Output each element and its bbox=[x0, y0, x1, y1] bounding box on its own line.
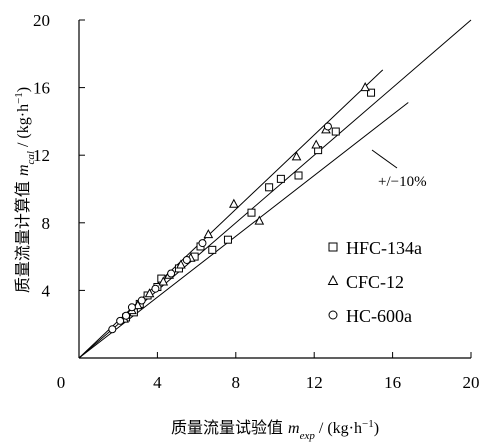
legend-label: HFC-134a bbox=[346, 238, 422, 258]
data-point-circle bbox=[127, 303, 136, 312]
tolerance-annotation: +/−10% bbox=[378, 174, 427, 190]
y-tick-label: 4 bbox=[42, 281, 51, 300]
x-axis-unit-exponent: −1 bbox=[362, 418, 374, 430]
y-axis-title-text: 质量流量计算值 bbox=[13, 176, 32, 293]
y-axis-title: 质量流量计算值 mcal / (kg·h−1) bbox=[13, 87, 37, 293]
data-point-square bbox=[247, 208, 256, 217]
legend-marker-triangle bbox=[327, 274, 339, 285]
x-tick-label: 4 bbox=[153, 373, 162, 392]
y-axis-ticks: 4 8 12 16 20 bbox=[33, 11, 85, 300]
data-point-square bbox=[208, 245, 217, 254]
data-point-circle bbox=[323, 122, 332, 131]
x-tick-label: 16 bbox=[384, 373, 401, 392]
annotation-leader-line bbox=[371, 149, 398, 169]
data-point-square bbox=[331, 127, 340, 136]
x-axis-variable-subscript: exp bbox=[300, 430, 316, 442]
y-tick-label: 12 bbox=[33, 146, 50, 165]
y-tick-label: 16 bbox=[33, 79, 50, 98]
data-point-triangle bbox=[176, 259, 186, 269]
data-point-triangle bbox=[229, 198, 239, 208]
data-point-square bbox=[276, 174, 285, 183]
data-point-triangle bbox=[360, 82, 370, 92]
legend-marker-square bbox=[328, 242, 338, 252]
y-axis-unit-close: ) bbox=[15, 87, 32, 92]
x-axis-unit-close: ) bbox=[374, 420, 379, 437]
legend-label: CFC-12 bbox=[346, 272, 404, 292]
data-point-triangle bbox=[311, 139, 321, 149]
y-tick-label: 8 bbox=[42, 214, 51, 233]
data-point-square bbox=[367, 88, 376, 97]
data-points bbox=[108, 82, 376, 334]
data-point-square bbox=[294, 171, 303, 180]
y-axis-variable: m bbox=[15, 164, 32, 176]
y-tick-label: 20 bbox=[33, 11, 50, 30]
data-point-circle bbox=[116, 316, 125, 325]
y-axis-variable-subscript: cal bbox=[25, 151, 37, 164]
x-tick-label: 20 bbox=[463, 373, 480, 392]
x-axis-title: 质量流量试验值 mexp / (kg·h−1) bbox=[171, 418, 379, 442]
x-tick-label: 0 bbox=[57, 373, 66, 392]
y-axis-unit-exponent: −1 bbox=[13, 92, 25, 104]
data-point-triangle bbox=[144, 288, 155, 298]
data-point-circle bbox=[108, 325, 117, 334]
x-axis-variable: m bbox=[288, 420, 300, 437]
data-point-triangle bbox=[254, 215, 265, 225]
data-point-square bbox=[265, 183, 274, 192]
data-point-circle bbox=[122, 311, 131, 320]
data-point-triangle bbox=[158, 276, 169, 286]
data-point-circle bbox=[182, 255, 191, 264]
legend-label: HC-600a bbox=[346, 306, 412, 326]
legend-marker-circle bbox=[328, 310, 338, 320]
x-axis-title-text: 质量流量试验值 bbox=[171, 418, 288, 437]
data-point-circle bbox=[167, 269, 176, 278]
data-point-circle bbox=[151, 284, 160, 293]
data-point-triangle bbox=[203, 229, 214, 239]
x-axis-ticks: 0 4 8 12 16 20 bbox=[57, 352, 480, 392]
data-point-square bbox=[223, 235, 232, 244]
x-tick-label: 12 bbox=[306, 373, 323, 392]
x-tick-label: 8 bbox=[232, 373, 241, 392]
data-point-circle bbox=[137, 296, 146, 305]
legend: HFC-134a CFC-12 HC-600a bbox=[327, 238, 422, 326]
data-point-circle bbox=[198, 239, 207, 248]
y-axis-unit: / (kg·h bbox=[15, 104, 32, 151]
data-point-triangle bbox=[291, 151, 302, 161]
x-axis-unit: / (kg·h bbox=[315, 420, 362, 437]
